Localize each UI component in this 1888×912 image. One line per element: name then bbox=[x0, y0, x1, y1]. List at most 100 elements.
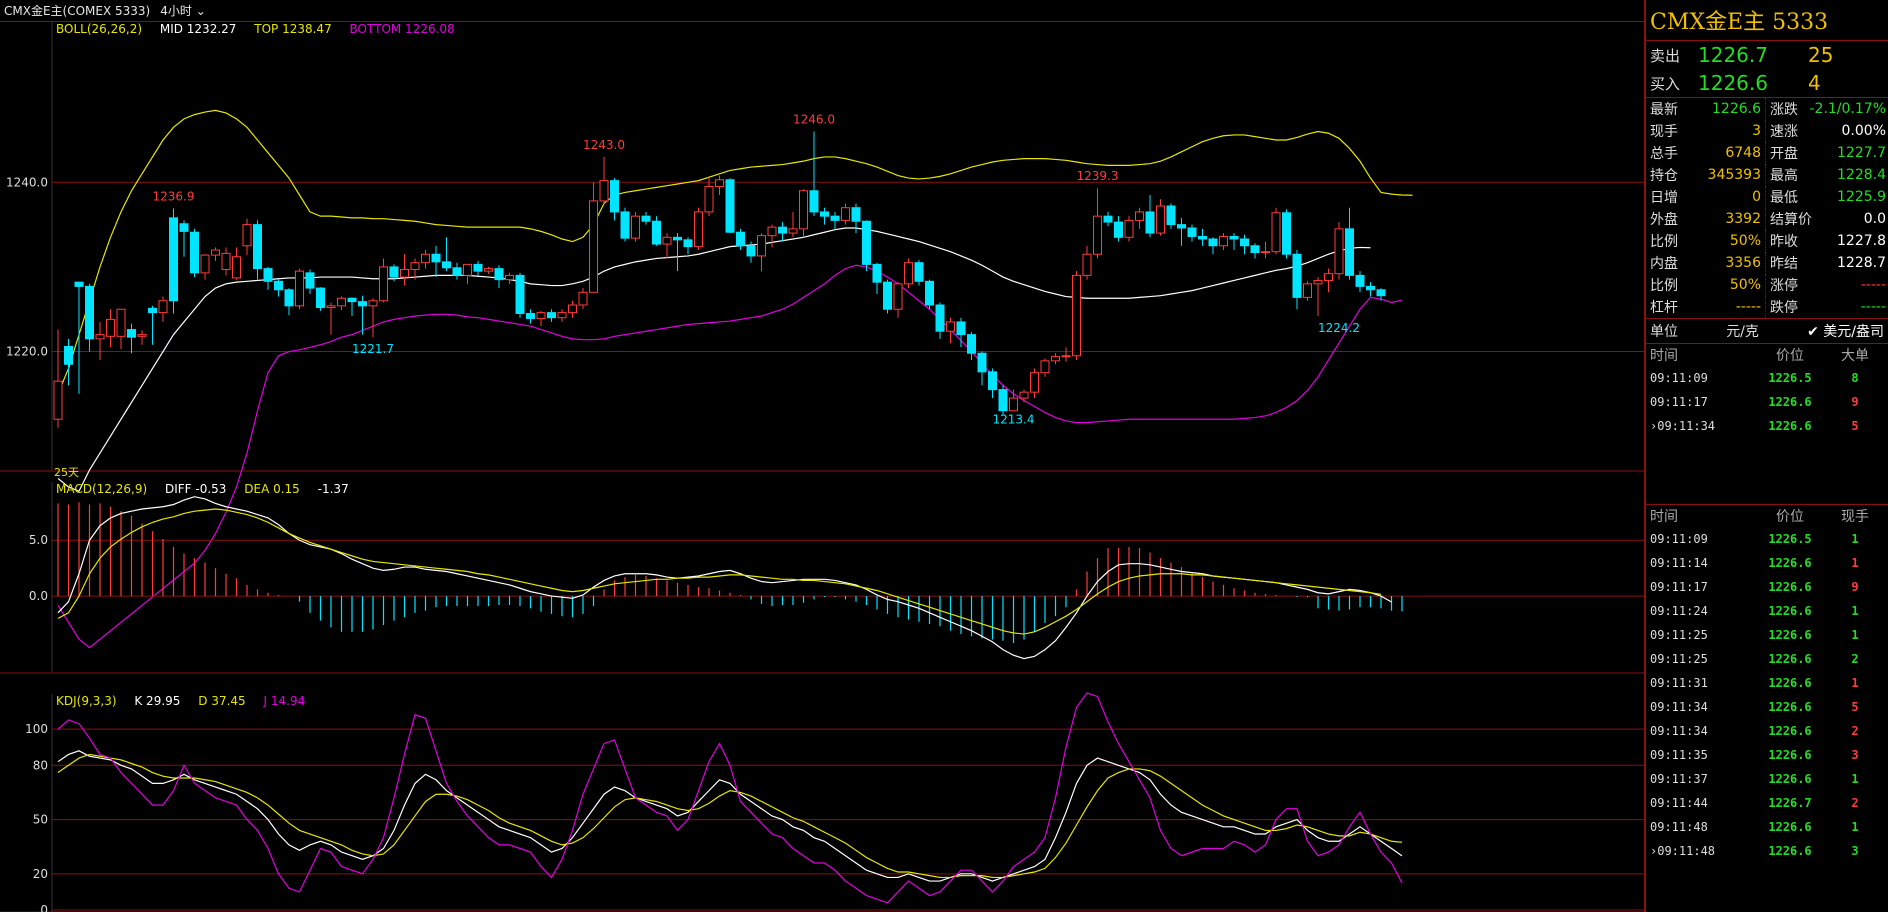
boll-title[interactable]: BOLL(26,26,2) bbox=[56, 22, 143, 36]
candle-body bbox=[1145, 211, 1155, 234]
unit-option-ounce[interactable]: ✔ 美元/盎司 bbox=[1807, 324, 1884, 340]
buy-label: 买入 bbox=[1650, 74, 1681, 93]
buy-row[interactable]: 买入 1226.6 4 bbox=[1646, 69, 1888, 98]
candle-body bbox=[473, 263, 483, 272]
tick-volume: 9 bbox=[1851, 580, 1859, 594]
stat-value: 1226.6 bbox=[1712, 101, 1761, 117]
tick-row[interactable]: 09:11:09 1226.5 8 bbox=[1646, 366, 1888, 390]
stat-label: 涨跌 bbox=[1770, 102, 1798, 118]
chevron-down-icon: ⌄ bbox=[195, 4, 206, 18]
tick-row[interactable]: 09:11:31 1226.6 1 bbox=[1646, 671, 1888, 695]
unit-option-gram[interactable]: 元/克 bbox=[1726, 324, 1759, 340]
tick-time: 09:11:31 bbox=[1650, 676, 1708, 690]
tick-row[interactable]: 09:11:34 1226.6 2 bbox=[1646, 719, 1888, 743]
tick-row[interactable]: ›09:11:34 1226.6 5 bbox=[1646, 414, 1888, 438]
candle-body bbox=[358, 301, 367, 307]
macd-legend: MACD(12,26,9) DIFF -0.53 DEA 0.15 -1.37 bbox=[56, 482, 363, 496]
tick-price: 1226.6 bbox=[1768, 628, 1812, 642]
tick-row[interactable]: 09:11:37 1226.6 1 bbox=[1646, 767, 1888, 791]
tick-row[interactable]: 09:11:17 1226.6 9 bbox=[1646, 390, 1888, 414]
candle-body bbox=[1072, 274, 1081, 357]
price-extreme-label: 1243.0 bbox=[583, 138, 625, 152]
stat-value: 3392 bbox=[1725, 211, 1761, 227]
ticks-list[interactable]: 09:11:09 1226.5 1 09:11:14 1226.6 1 09:11:17 12… bbox=[1646, 527, 1888, 863]
boll-bottom-line bbox=[57, 264, 1403, 649]
candle-body bbox=[1061, 355, 1071, 358]
tick-price: 1226.6 bbox=[1768, 604, 1812, 618]
stat-value: ----- bbox=[1860, 277, 1886, 293]
tick-row[interactable]: 09:11:48 1226.6 1 bbox=[1646, 815, 1888, 839]
kdj-title[interactable]: KDJ(9,3,3) bbox=[56, 694, 117, 708]
candle-body bbox=[1093, 215, 1102, 255]
candle-body bbox=[431, 253, 441, 263]
macd-value: -1.37 bbox=[317, 482, 349, 496]
candle-body bbox=[1030, 372, 1039, 393]
candle-body bbox=[200, 254, 210, 274]
tick-volume: 3 bbox=[1851, 748, 1859, 762]
stat-label: 开盘 bbox=[1770, 146, 1798, 162]
macd-title[interactable]: MACD(12,26,9) bbox=[56, 482, 148, 496]
candle-body bbox=[316, 287, 325, 309]
candle-body bbox=[1208, 238, 1218, 247]
sell-row[interactable]: 卖出 1226.7 25 bbox=[1646, 41, 1888, 69]
tick-time: 09:11:09 bbox=[1650, 371, 1708, 385]
boll-mid: MID 1232.27 bbox=[159, 22, 237, 36]
unit-row: 单位 元/克 ✔ 美元/盎司 bbox=[1646, 318, 1888, 344]
tick-row[interactable]: 09:11:25 1226.6 2 bbox=[1646, 647, 1888, 671]
candle-body bbox=[631, 215, 640, 239]
candle-body bbox=[956, 321, 966, 336]
candle-body bbox=[263, 268, 273, 282]
candle-body bbox=[515, 274, 525, 314]
candle-body bbox=[1082, 253, 1092, 276]
candle-body bbox=[169, 217, 178, 302]
unit-label: 单位 bbox=[1650, 324, 1678, 340]
period-selector[interactable]: 4小时 ⌄ bbox=[160, 2, 206, 19]
stat-value: 6748 bbox=[1725, 145, 1761, 161]
tick-time: ›09:11:48 bbox=[1650, 844, 1716, 858]
stat-cell: 开盘 1227.7 bbox=[1766, 142, 1888, 164]
chart-area[interactable]: 1220.0 1240.0 1236.9 1243.0 1246.0 1239.3 1221… bbox=[0, 22, 1644, 912]
tick-time: 09:11:14 bbox=[1650, 556, 1708, 570]
tick-row[interactable]: 09:11:25 1226.6 1 bbox=[1646, 623, 1888, 647]
tick-volume: 2 bbox=[1851, 796, 1859, 810]
candle-body bbox=[389, 266, 399, 278]
tick-row[interactable]: 09:11:44 1226.7 2 bbox=[1646, 791, 1888, 815]
candle-body bbox=[547, 312, 556, 319]
tick-row[interactable]: 09:11:24 1226.6 1 bbox=[1646, 599, 1888, 623]
candle-body bbox=[536, 312, 546, 320]
candle-body bbox=[505, 274, 514, 281]
tick-row[interactable]: 09:11:14 1226.6 1 bbox=[1646, 551, 1888, 575]
candle-body bbox=[1019, 391, 1029, 399]
stat-label: 日增 bbox=[1650, 190, 1678, 206]
tick-row[interactable]: 09:11:35 1226.6 3 bbox=[1646, 743, 1888, 767]
tick-volume: 5 bbox=[1851, 700, 1859, 714]
tick-volume: 2 bbox=[1851, 724, 1859, 738]
candle-body bbox=[746, 245, 756, 257]
tick-time: ›09:11:34 bbox=[1650, 419, 1716, 433]
tick-row[interactable]: 09:11:34 1226.6 5 bbox=[1646, 695, 1888, 719]
candle-body bbox=[326, 305, 336, 309]
days-note: 25天 bbox=[54, 466, 79, 479]
candle-body bbox=[673, 236, 682, 241]
candle-body bbox=[1187, 227, 1197, 237]
stat-label: 外盘 bbox=[1650, 212, 1678, 228]
candle-body bbox=[221, 252, 231, 270]
candle-body bbox=[211, 249, 220, 256]
tick-price: 1226.6 bbox=[1768, 844, 1812, 858]
tick-row[interactable]: ›09:11:48 1226.6 3 bbox=[1646, 839, 1888, 863]
stat-cell: 日增 0 bbox=[1646, 186, 1766, 208]
tick-price: 1226.6 bbox=[1768, 724, 1812, 738]
candle-body bbox=[620, 211, 630, 239]
big-orders-list[interactable]: 09:11:09 1226.5 8 09:11:17 1226.6 9 ›09:11:34 1… bbox=[1646, 366, 1888, 448]
chart-canvas[interactable]: 1220.0 1240.0 1236.9 1243.0 1246.0 1239.3 1221… bbox=[0, 22, 1644, 912]
tick-volume: 3 bbox=[1851, 844, 1859, 858]
tick-row[interactable]: 09:11:09 1226.5 1 bbox=[1646, 527, 1888, 551]
candle-body bbox=[946, 321, 955, 332]
stat-cell: 总手 6748 bbox=[1646, 142, 1766, 164]
tick-volume: 1 bbox=[1851, 556, 1859, 570]
candle-body bbox=[914, 262, 924, 282]
tick-row[interactable]: 09:11:17 1226.6 9 bbox=[1646, 575, 1888, 599]
stat-value: 345393 bbox=[1707, 167, 1761, 183]
candle-body bbox=[904, 262, 913, 285]
candle-body bbox=[641, 215, 651, 222]
